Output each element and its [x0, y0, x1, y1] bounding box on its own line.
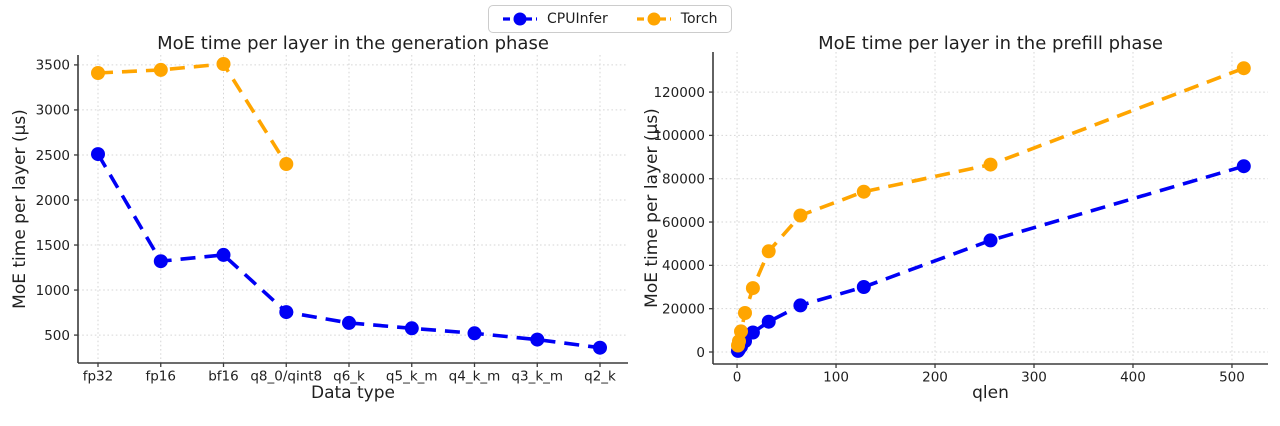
- tick-labels: 500 1000 1500 2000 2500 3000 3500 fp32 fp16 bf16 q…: [36, 58, 616, 385]
- prefill-chart-xlabel: qlen: [972, 383, 1009, 403]
- svg-text:40000: 40000: [662, 258, 705, 274]
- svg-text:q2_k: q2_k: [584, 369, 616, 385]
- svg-text:100000: 100000: [653, 128, 705, 144]
- axes-spines: [77, 55, 628, 364]
- generation-chart: 500 1000 1500 2000 2500 3000 3500 fp32 fp16 bf16 q…: [36, 55, 628, 385]
- cpuinfer-series-markers: [731, 159, 1251, 358]
- legend-item-cpuinfer: CPUInfer: [502, 11, 608, 27]
- gridlines: [713, 52, 1268, 364]
- svg-text:fp16: fp16: [145, 369, 176, 385]
- svg-text:60000: 60000: [662, 215, 705, 231]
- generation-chart-xlabel: Data type: [311, 383, 395, 403]
- torch-series-line: [97, 62, 288, 165]
- gridlines: [78, 55, 628, 363]
- svg-text:500: 500: [1219, 370, 1245, 386]
- cpuinfer-series-markers: [91, 147, 607, 355]
- svg-text:100: 100: [823, 370, 849, 386]
- legend-item-torch: Torch: [636, 11, 718, 27]
- cpuinfer-line-marker-icon: [503, 12, 537, 26]
- svg-text:q5_k_m: q5_k_m: [386, 369, 438, 385]
- svg-text:400: 400: [1120, 370, 1146, 386]
- legend-label-torch: Torch: [680, 11, 718, 27]
- prefill-chart-title: MoE time per layer in the prefill phase: [818, 33, 1163, 54]
- svg-text:20000: 20000: [662, 301, 705, 317]
- axes-spines: [712, 52, 1268, 365]
- svg-text:q3_k_m: q3_k_m: [511, 369, 563, 385]
- svg-text:500: 500: [44, 328, 70, 344]
- svg-text:2500: 2500: [36, 148, 70, 164]
- cpuinfer-series-line: [96, 153, 601, 350]
- tick-labels: 0 20000 40000 60000 80000 100000 120000 0 100 200…: [653, 85, 1244, 386]
- prefill-chart-ylabel: MoE time per layer (μs): [642, 108, 662, 308]
- axis-ticks: [709, 91, 1233, 368]
- svg-text:1000: 1000: [36, 283, 70, 299]
- axis-ticks: [74, 64, 601, 367]
- svg-text:q4_k_m: q4_k_m: [449, 369, 501, 385]
- svg-text:1500: 1500: [36, 238, 70, 254]
- cpuinfer-series-line: [736, 164, 1245, 352]
- torch-line-marker-icon: [636, 12, 671, 26]
- svg-text:q6_k: q6_k: [333, 369, 365, 385]
- legend: CPUInfer Torch: [488, 5, 732, 33]
- svg-text:300: 300: [1021, 370, 1047, 386]
- torch-series-markers: [731, 61, 1251, 353]
- svg-text:200: 200: [922, 370, 948, 386]
- generation-chart-title: MoE time per layer in the generation pha…: [157, 33, 549, 54]
- svg-text:3500: 3500: [36, 58, 70, 74]
- svg-text:fp32: fp32: [83, 369, 114, 385]
- svg-text:3000: 3000: [36, 103, 70, 119]
- svg-text:0: 0: [733, 370, 742, 386]
- legend-label-cpuinfer: CPUInfer: [547, 11, 608, 27]
- svg-text:120000: 120000: [653, 85, 705, 101]
- svg-text:q8_0/qint8: q8_0/qint8: [250, 369, 322, 385]
- prefill-chart: 0 20000 40000 60000 80000 100000 120000 0 100 200…: [653, 52, 1268, 386]
- svg-text:2000: 2000: [36, 193, 70, 209]
- svg-text:80000: 80000: [662, 172, 705, 188]
- torch-series-line: [736, 66, 1245, 346]
- svg-text:0: 0: [696, 345, 705, 361]
- svg-text:bf16: bf16: [208, 369, 239, 385]
- generation-chart-ylabel: MoE time per layer (μs): [10, 109, 30, 309]
- torch-series-markers: [91, 57, 294, 171]
